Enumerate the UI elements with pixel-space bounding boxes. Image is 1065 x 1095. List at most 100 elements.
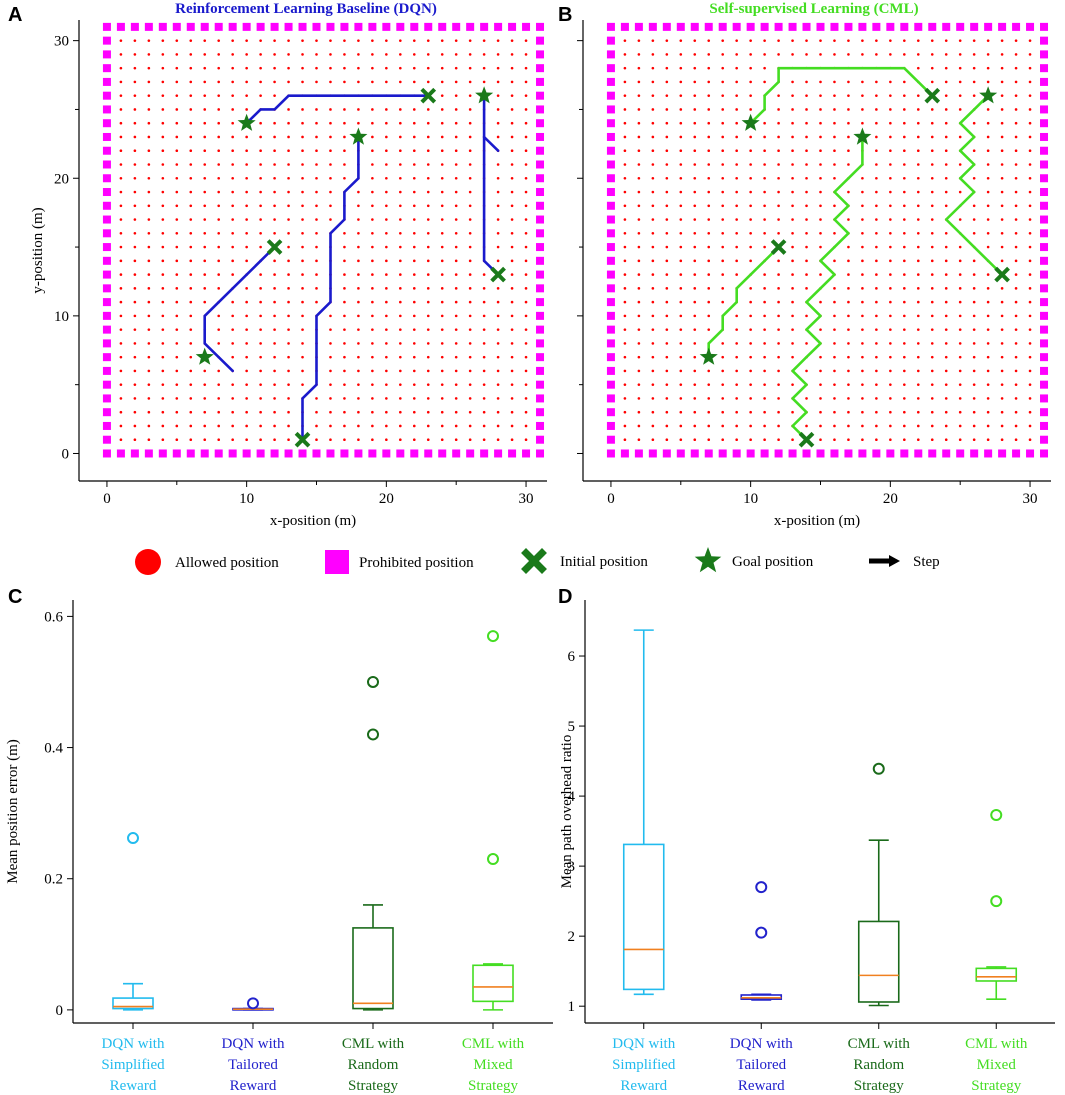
dqn-prohibited-cell xyxy=(452,22,461,31)
cml-allowed-cell xyxy=(749,231,752,235)
cml-allowed-cell xyxy=(1014,176,1018,180)
dqn-allowed-cell xyxy=(385,80,388,84)
dqn-allowed-cell xyxy=(454,438,458,442)
err-y-label: Mean position error (m) xyxy=(5,739,21,884)
cml-allowed-cell xyxy=(665,53,669,56)
dqn-allowed-cell xyxy=(133,355,137,359)
dqn-allowed-cell xyxy=(385,39,388,42)
cml-allowed-cell xyxy=(819,410,822,414)
cml-allowed-cell xyxy=(721,397,725,400)
cml-allowed-cell xyxy=(749,94,752,97)
cml-allowed-cell xyxy=(805,314,808,318)
dqn-allowed-cell xyxy=(357,245,360,249)
cml-allowed-cell xyxy=(1000,314,1004,318)
cml-allowed-cell xyxy=(833,314,836,318)
dqn-allowed-cell xyxy=(301,204,304,208)
cml-allowed-cell xyxy=(693,438,697,442)
cml-allowed-cell xyxy=(651,218,655,221)
cml-allowed-cell xyxy=(679,328,683,331)
dqn-prohibited-cell xyxy=(536,243,545,252)
cml-allowed-cell xyxy=(623,314,627,318)
cml-allowed-cell xyxy=(930,190,934,194)
cml-allowed-cell xyxy=(986,204,990,208)
cml-allowed-cell xyxy=(693,121,697,125)
cml-allowed-cell xyxy=(1028,176,1032,180)
cml-allowed-cell xyxy=(875,287,878,290)
dqn-prohibited-cell xyxy=(536,394,545,403)
cml-allowed-cell xyxy=(637,342,641,345)
dqn-allowed-cell xyxy=(231,328,234,331)
cml-allowed-cell xyxy=(1028,80,1032,84)
dqn-path-0 xyxy=(245,94,430,125)
cml-allowed-cell xyxy=(791,121,794,125)
cml-prohibited-cell xyxy=(1040,160,1049,169)
dqn-allowed-cell xyxy=(189,66,193,70)
dqn-allowed-cell xyxy=(217,328,221,331)
cml-allowed-cell xyxy=(693,410,697,414)
dqn-allowed-cell xyxy=(371,355,374,359)
cml-allowed-cell xyxy=(847,438,850,442)
dqn-allowed-cell xyxy=(147,135,151,139)
dqn-allowed-cell xyxy=(412,149,416,153)
cml-allowed-cell xyxy=(623,397,627,400)
cml-allowed-cell xyxy=(889,424,892,428)
err-y-tick-label: 0.6 xyxy=(44,609,63,625)
dqn-allowed-cell xyxy=(399,300,402,304)
dqn-allowed-cell xyxy=(510,259,514,263)
cml-allowed-cell xyxy=(819,121,822,125)
cml-allowed-cell xyxy=(972,149,976,153)
dqn-allowed-cell xyxy=(273,397,276,400)
cml-allowed-cell xyxy=(679,135,683,139)
grid-map-cml: 0 10 20 30x-position (m) xyxy=(577,20,1051,529)
dqn-allowed-cell xyxy=(231,397,234,400)
dqn-allowed-cell xyxy=(287,424,290,428)
cml-allowed-cell xyxy=(916,218,920,221)
ovh-y-tick-label: 4 xyxy=(568,789,576,805)
dqn-allowed-cell xyxy=(287,231,290,235)
cml-allowed-cell xyxy=(763,397,766,400)
dqn-allowed-cell xyxy=(440,273,444,276)
cml-allowed-cell xyxy=(944,176,948,180)
cml-allowed-cell xyxy=(986,328,990,331)
cml-allowed-cell xyxy=(1000,259,1004,263)
dqn-prohibited-cell xyxy=(298,22,307,31)
cml-allowed-cell xyxy=(1014,53,1018,56)
dqn-allowed-cell xyxy=(133,149,137,153)
cml-prohibited-cell xyxy=(984,22,993,31)
dqn-prohibited-cell xyxy=(102,394,111,403)
cml-allowed-cell xyxy=(958,259,962,263)
dqn-allowed-cell xyxy=(357,39,360,42)
dqn-allowed-cell xyxy=(524,287,528,290)
cml-allowed-cell xyxy=(805,424,808,428)
cml-allowed-cell xyxy=(930,369,934,373)
cml-allowed-cell xyxy=(749,342,752,345)
cml-allowed-cell xyxy=(861,273,864,276)
cml-allowed-cell xyxy=(721,259,725,263)
cml-prohibited-cell xyxy=(1040,174,1049,183)
dqn-allowed-cell xyxy=(496,314,500,318)
dqn-allowed-cell xyxy=(133,245,137,249)
dqn-allowed-cell xyxy=(175,231,179,235)
cml-prohibited-cell xyxy=(1012,22,1021,31)
dqn-allowed-cell xyxy=(496,94,500,97)
dqn-allowed-cell xyxy=(203,53,207,56)
dqn-allowed-cell xyxy=(245,80,248,84)
cml-allowed-cell xyxy=(930,424,934,428)
dqn-allowed-cell xyxy=(399,438,402,442)
dqn-allowed-cell xyxy=(189,108,193,111)
dqn-allowed-cell xyxy=(245,410,248,414)
dqn-allowed-cell xyxy=(217,121,221,125)
dqn-allowed-cell xyxy=(133,204,137,208)
cml-allowed-cell xyxy=(958,39,962,42)
cml-allowed-cell xyxy=(651,355,655,359)
cml-allowed-cell xyxy=(707,287,711,290)
dqn-allowed-cell xyxy=(161,121,165,125)
dqn-allowed-cell xyxy=(119,121,123,125)
cml-allowed-cell xyxy=(735,355,738,359)
cml-allowed-cell xyxy=(679,383,683,386)
dqn-allowed-cell xyxy=(371,410,374,414)
cml-allowed-cell xyxy=(916,328,920,331)
cml-allowed-cell xyxy=(986,300,990,304)
err-y-tick-label: 0.4 xyxy=(44,741,63,757)
dqn-allowed-cell xyxy=(343,66,346,70)
